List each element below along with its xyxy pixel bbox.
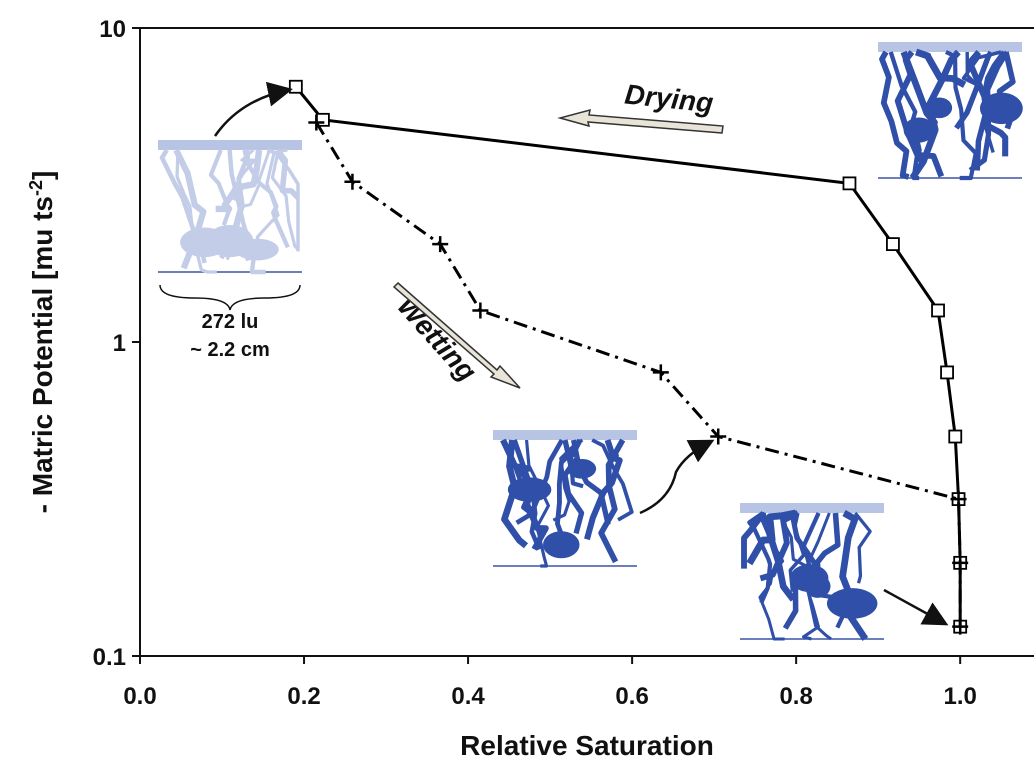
y-tick-label: 0.1 xyxy=(93,644,126,671)
blob xyxy=(926,97,953,119)
x-axis-title: Relative Saturation xyxy=(460,730,714,761)
marker xyxy=(472,302,489,319)
series-label: Wetting xyxy=(391,290,482,387)
series-label: Drying xyxy=(623,79,714,119)
y-axis-title-sup: -2 xyxy=(26,180,46,196)
pore xyxy=(555,438,582,557)
marker xyxy=(288,79,303,94)
x-tick-label: 0.8 xyxy=(779,683,812,710)
blob xyxy=(542,531,580,559)
marker xyxy=(710,428,727,445)
pore xyxy=(879,50,910,180)
marker xyxy=(886,237,900,252)
pore xyxy=(914,48,967,88)
pore xyxy=(591,438,634,522)
pore xyxy=(227,149,266,275)
pore xyxy=(757,511,796,602)
marker xyxy=(952,618,969,635)
pore xyxy=(208,149,232,226)
pore xyxy=(275,148,300,200)
marker xyxy=(344,173,361,190)
pore xyxy=(552,438,584,522)
blob xyxy=(790,564,829,593)
y-axis-title-text: - Matric Potential [mu ts xyxy=(27,196,58,513)
x-tick-label: 0.0 xyxy=(123,683,156,710)
y-tick-label: 1 xyxy=(113,330,126,357)
blob xyxy=(235,238,279,261)
x-tick-label: 1.0 xyxy=(943,683,976,710)
y-tick-label: 10 xyxy=(99,16,126,43)
pore xyxy=(961,50,1002,87)
series-line xyxy=(315,121,962,627)
marker xyxy=(308,114,325,131)
image-top xyxy=(493,430,637,440)
blob xyxy=(567,458,597,479)
pore xyxy=(853,511,872,584)
y-axis-title-end: ] xyxy=(27,171,58,180)
pore xyxy=(945,50,978,181)
pore xyxy=(584,439,623,541)
y-axis-title: - Matric Potential [mu ts-2] xyxy=(26,171,58,514)
image-top xyxy=(740,503,884,513)
pore xyxy=(501,439,529,549)
pore xyxy=(894,50,945,178)
blob xyxy=(507,477,552,502)
marker xyxy=(948,429,963,444)
decoration xyxy=(158,42,1023,641)
bracket xyxy=(159,284,301,311)
image-top xyxy=(158,140,302,150)
drying-arrow xyxy=(557,108,724,134)
annotation: 272 lu xyxy=(202,311,259,333)
marker xyxy=(952,554,969,571)
annotation: ~ 2.2 cm xyxy=(190,339,270,361)
pore xyxy=(741,511,766,569)
marker xyxy=(931,303,945,318)
marker xyxy=(940,365,954,380)
marker xyxy=(950,491,967,508)
arrow xyxy=(213,81,293,137)
x-tick-label: 0.2 xyxy=(287,683,320,710)
blob xyxy=(903,117,935,143)
pore xyxy=(175,149,217,274)
blob xyxy=(826,588,878,619)
image-top xyxy=(878,42,1022,52)
pore xyxy=(598,438,626,564)
pore xyxy=(746,509,797,566)
marker xyxy=(432,236,449,253)
blob xyxy=(979,92,1023,125)
series-line xyxy=(294,85,962,627)
wetting-arrow xyxy=(392,281,521,389)
marker xyxy=(652,364,669,381)
marker xyxy=(842,176,857,191)
x-tick-label: 0.6 xyxy=(615,683,648,710)
arrow xyxy=(639,439,715,515)
x-tick-label: 0.4 xyxy=(451,683,485,710)
arrow xyxy=(883,588,949,626)
